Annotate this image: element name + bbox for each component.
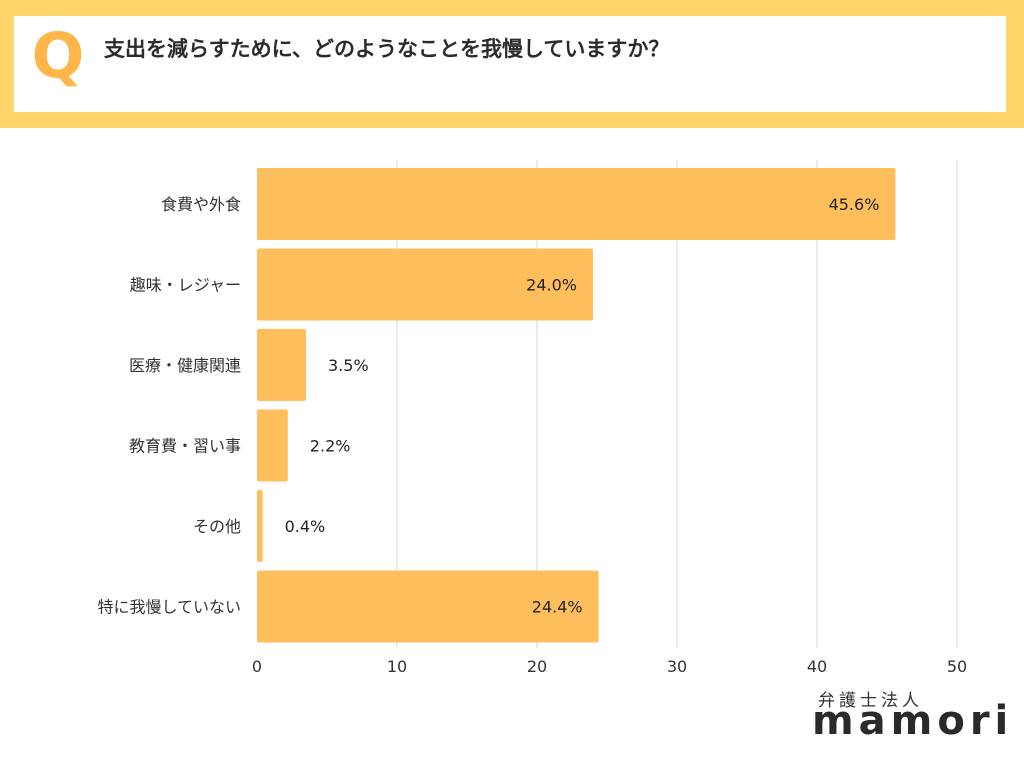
value-label: 45.6%: [829, 195, 880, 214]
labels: 0 10 20 30 40 50 食費や外食 45.6% 趣味・レジャー 24.0% 医療・健康関連…: [97, 195, 967, 676]
x-tick-label: 0: [252, 657, 262, 676]
category-label: その他: [193, 517, 241, 536]
bars: [257, 168, 896, 643]
bar: [257, 490, 263, 562]
question-title: 支出を減らすために、どのようなことを我慢していますか？: [104, 37, 670, 61]
category-label: 教育費・習い事: [129, 437, 241, 456]
q-mark-icon: Q: [31, 19, 85, 92]
brand-subtitle: 弁護士法人: [818, 691, 923, 711]
value-label: 24.0%: [526, 276, 577, 295]
value-label: 24.4%: [532, 598, 583, 617]
bar: [257, 570, 599, 643]
bar: [257, 168, 896, 240]
question-card: [14, 16, 1006, 112]
x-tick-label: 40: [807, 657, 827, 676]
category-label: 医療・健康関連: [129, 356, 241, 375]
x-tick-label: 50: [947, 657, 967, 676]
x-tick-label: 10: [387, 657, 407, 676]
category-label: 趣味・レジャー: [130, 276, 241, 295]
bar: [257, 248, 593, 321]
category-label: 特に我慢していない: [97, 598, 241, 617]
value-label: 0.4%: [285, 517, 326, 536]
value-label: 3.5%: [328, 356, 369, 375]
value-label: 2.2%: [310, 437, 351, 456]
bar: [257, 409, 288, 482]
bar: [257, 329, 306, 401]
x-tick-label: 30: [667, 657, 687, 676]
x-tick-label: 20: [527, 657, 547, 676]
brand-logo: mamori: [812, 698, 1014, 744]
grid-lines: [396, 160, 958, 648]
category-label: 食費や外食: [161, 195, 241, 214]
